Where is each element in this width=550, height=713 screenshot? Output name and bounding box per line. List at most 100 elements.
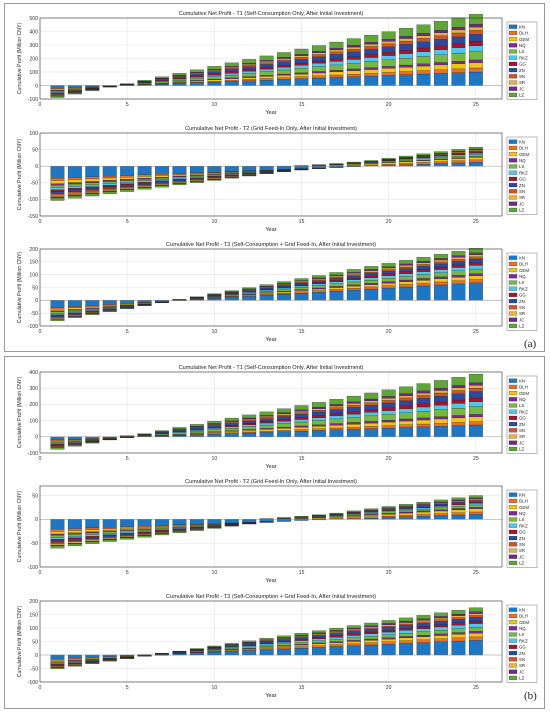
bar-segment-dlh	[312, 290, 326, 293]
y-axis-label: Cumulative Profit (Million CNY)	[17, 22, 23, 94]
bar-segment-lz	[50, 447, 65, 450]
bar-segment-ls	[468, 406, 483, 415]
bar-segment-lz	[155, 76, 169, 79]
bar-segment-kn	[172, 166, 187, 174]
bar-segment-gem	[364, 163, 379, 166]
bar-segment-ls	[50, 442, 65, 444]
bar-segment-sr	[346, 46, 361, 50]
bar-segment-gem	[259, 429, 274, 432]
bar-segment-rkz	[381, 510, 396, 512]
bar-segment-lz	[329, 627, 344, 631]
y-tick-label: 200	[29, 599, 38, 605]
bar-segment-dlh	[67, 306, 82, 309]
bar-segment-ls	[102, 181, 117, 184]
bar-segment-gg	[259, 288, 274, 291]
y-axis-label: Cumulative Profit (Million CNY)	[17, 138, 23, 210]
y-axis-label: Cumulative Profit (Million CNY)	[17, 376, 23, 448]
legend-label-gg: GG	[519, 177, 526, 182]
bar-segment-gem	[259, 647, 274, 649]
bar-segment-gg	[312, 282, 326, 285]
bar-segment-sn	[364, 46, 379, 50]
bar-segment-sr	[434, 32, 448, 36]
bar-segment-dlh	[434, 513, 448, 516]
x-tick-label: 20	[386, 570, 392, 576]
y-tick-label: 150	[29, 612, 38, 618]
bar-segment-rkz	[294, 285, 309, 288]
bar-segment-sn	[120, 186, 135, 188]
bar-segment-kn	[224, 297, 239, 301]
bar-segment-gem	[312, 288, 326, 291]
y-tick-label: -100	[28, 565, 38, 571]
bar-segment-nq	[416, 635, 431, 637]
bar-segment-ls	[50, 185, 65, 188]
bar-segment-rkz	[381, 631, 396, 635]
plot-border	[39, 600, 503, 683]
bar-segment-nq	[399, 511, 414, 514]
bar-segment-dlh	[364, 426, 379, 429]
bar-segment-zn	[242, 290, 257, 292]
bar-segment-nq	[468, 631, 483, 634]
bar-segment-sn	[364, 402, 379, 406]
bar-segment-ls	[67, 310, 82, 312]
bar-segment-sr	[120, 536, 135, 538]
bar-segment-zn	[50, 540, 65, 543]
legend-swatch-gem	[508, 152, 518, 157]
bar-segment-kn	[312, 77, 326, 86]
legend-label-lz: LZ	[519, 561, 524, 566]
y-tick-label: -50	[31, 311, 39, 317]
bar-segment-zn	[329, 633, 344, 636]
bar-segment-nq	[242, 429, 257, 431]
bar-segment-gem	[346, 641, 361, 644]
bar-segment-sr	[451, 257, 466, 260]
bar-segment-gg	[50, 189, 65, 192]
bar-segment-dlh	[277, 647, 291, 650]
bar-segment-nq	[346, 68, 361, 71]
bar-segment-lz	[120, 537, 135, 540]
legend-label-zn: ZN	[519, 299, 525, 304]
bar-segment-nq	[120, 529, 135, 531]
bar-segment-jc	[364, 42, 379, 45]
bar-segment-kn	[468, 514, 483, 520]
bar-segment-lz	[172, 531, 187, 533]
bar-segment-zn	[155, 79, 169, 81]
legend-swatch-gg	[508, 529, 518, 534]
bar-segment-sr	[50, 317, 65, 319]
bar-segment-gg	[189, 75, 204, 78]
x-tick-label: 10	[211, 329, 217, 335]
bar-segment-rkz	[277, 421, 291, 424]
bar-segment-dlh	[224, 80, 239, 82]
bar-segment-zn	[172, 430, 187, 432]
bar-segment-kn	[207, 519, 222, 524]
bar-segment-zn	[468, 34, 483, 42]
legend-swatch-zn	[508, 422, 518, 427]
legend-swatch-zn	[508, 68, 518, 73]
bar-segment-ls	[207, 429, 222, 432]
bar-segment-dlh	[468, 636, 483, 641]
bar-segment-sr	[120, 187, 135, 190]
legend-label-nq: NQ	[519, 274, 526, 279]
bar-segment-sr	[364, 270, 379, 273]
bar-segment-kn	[329, 429, 344, 437]
bar-segment-ls	[416, 158, 431, 161]
bar-segment-kn	[85, 300, 100, 306]
bar-segment-ls	[50, 311, 65, 314]
bar-segment-jc	[468, 382, 483, 386]
bar-segment-ls	[381, 161, 396, 163]
bar-segment-gg	[85, 186, 100, 189]
bar-segment-kn	[224, 81, 239, 86]
x-tick-label: 5	[126, 102, 129, 108]
bar-segment-lz	[277, 635, 291, 638]
bar-segment-zn	[85, 188, 100, 191]
bar-segment-kn	[259, 649, 274, 656]
bar-segment-zn	[259, 287, 274, 290]
bar-segment-rkz	[346, 635, 361, 638]
bar-segment-sr	[416, 392, 431, 396]
bar-segment-gg	[468, 502, 483, 504]
bar-segment-jc	[312, 51, 326, 53]
bar-segment-ls	[451, 155, 466, 158]
bar-segment-nq	[312, 642, 326, 644]
x-axis-label: Year	[265, 110, 276, 116]
bar-segment-lz	[381, 31, 396, 40]
y-tick-label: -100	[28, 197, 38, 203]
bar-segment-nq	[451, 61, 466, 64]
